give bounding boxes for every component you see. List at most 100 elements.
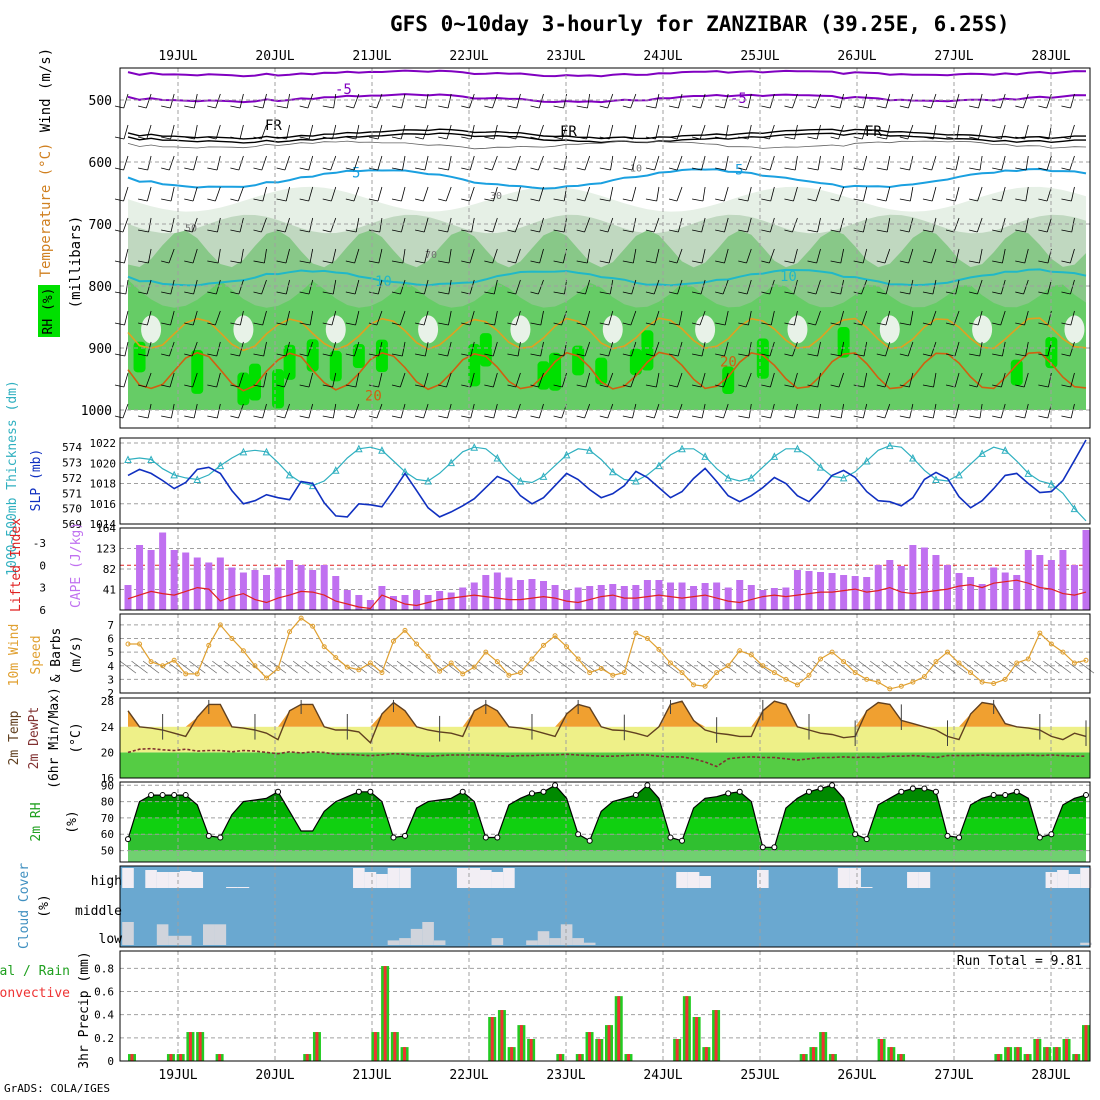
wind-barb-flag [230, 198, 239, 202]
wind-barb-flag [876, 291, 887, 295]
wind-barb [400, 279, 406, 295]
wind-barb-flag [807, 167, 819, 171]
cape-bar [401, 595, 409, 610]
wind-barb-flag [945, 198, 956, 202]
wind-barb [238, 155, 244, 171]
wind-barb [517, 341, 521, 357]
wind-barb [353, 155, 360, 171]
cape-bar [193, 557, 201, 610]
wind-barb-flag [853, 353, 865, 357]
cloud-bar-high [156, 872, 169, 888]
wind-barb [215, 93, 221, 109]
wind-barb [491, 155, 498, 171]
wind-barb-flag [553, 322, 562, 326]
wind-barb-flag [830, 136, 839, 140]
wind-barb-flag [1038, 415, 1048, 419]
rh-high-cell [306, 339, 319, 372]
cape-li-panel: 41 82 123 164 -3 0 3 6 Lifted Index CAPE (J/kg) [9, 518, 1091, 617]
surface-barb [662, 660, 679, 674]
wind-barb-flag [253, 198, 263, 202]
wind-barb [840, 248, 845, 264]
rh-high-cell [248, 363, 261, 401]
wind-barb [217, 248, 221, 264]
precip-bar-conv [519, 1025, 523, 1061]
wind-barb [469, 155, 475, 171]
wind-barb-flag [1061, 322, 1071, 326]
wind-speed-marker [598, 665, 604, 671]
wind-barb-flag [391, 229, 402, 233]
label-upper-wind: Wind (m/s) [38, 48, 54, 132]
cape-bar [355, 595, 363, 610]
wind-barb [794, 310, 798, 326]
wind-speed-marker [160, 663, 166, 669]
wind-barb-flag [899, 229, 910, 233]
wind-barb-flag [715, 167, 726, 171]
rh-high-cell [283, 344, 296, 380]
wind-barb [540, 310, 544, 326]
wind-barb [124, 310, 129, 326]
wind-barb [1071, 217, 1075, 233]
cape-bar [643, 580, 651, 610]
wind-barb [217, 217, 221, 233]
label-wind10-speed: Speed [29, 635, 44, 674]
wind-barb-flag [138, 322, 148, 326]
cape-bar [297, 565, 305, 610]
wind-barb-flag [599, 105, 608, 109]
label-wind10-unit: (m/s) [69, 635, 84, 674]
wind-barb [332, 279, 337, 295]
wind-barb-flag [207, 229, 218, 233]
wind-barb [354, 248, 360, 264]
wind-barb-flag [114, 167, 124, 171]
wind-barb-flag [992, 384, 1002, 388]
wind-speed-marker [217, 622, 223, 628]
wind-barb [284, 403, 290, 419]
wind-barb [676, 403, 683, 419]
wind-barb [770, 186, 775, 202]
wind-barb [423, 403, 429, 419]
wind-barb [793, 248, 798, 264]
wind-barb [330, 186, 337, 202]
wind-barb-flag [253, 384, 264, 388]
wind-barb-flag [899, 291, 910, 295]
wind-barb-flag [599, 415, 608, 419]
cloud-bar-low [572, 938, 584, 945]
wind-barb-flag [230, 260, 242, 264]
rh-low-pocket [787, 315, 808, 344]
wind-barb-flag [830, 198, 839, 202]
wind-barb-flag [969, 198, 978, 202]
cloud-bar-high [676, 872, 688, 888]
wind-barb-flag [230, 105, 241, 109]
surface-barb [719, 660, 737, 674]
wind-barb [538, 124, 544, 140]
wind-barb-flag [299, 260, 311, 264]
wind-barb [909, 279, 914, 295]
wind-barb-flag [899, 415, 910, 419]
label-slp: SLP (mb) [29, 449, 44, 512]
wind-barb [1025, 186, 1029, 202]
wind-barb [885, 93, 891, 109]
cape-bar [447, 592, 455, 610]
precip-bar-conv [383, 966, 387, 1061]
wind-barb [631, 341, 637, 357]
wind-barb [423, 372, 429, 388]
wind-barb-flag [368, 291, 379, 295]
rh-high-cell [375, 339, 388, 372]
rh-marker [540, 788, 547, 795]
wind-barb-flag [415, 198, 424, 202]
wind-barb-flag [461, 229, 472, 233]
cloud-bar-high [364, 872, 377, 888]
wind-barb-flag [345, 384, 356, 388]
wind-barb-flag [784, 136, 795, 140]
wind-speed-marker [921, 674, 927, 680]
wind-barb-flag [230, 167, 240, 171]
cape-bar [528, 579, 536, 610]
wind-barb-flag [945, 353, 956, 357]
cape-bar [713, 582, 721, 610]
wind-barb-flag [438, 415, 448, 419]
label-precip-total: tal / Rain [0, 964, 70, 979]
wind-barb [1000, 403, 1006, 419]
wind-barb-flag [253, 260, 265, 264]
cape-bar [990, 567, 998, 610]
wind-barb [584, 217, 591, 233]
wind-barb-flag [622, 291, 632, 295]
